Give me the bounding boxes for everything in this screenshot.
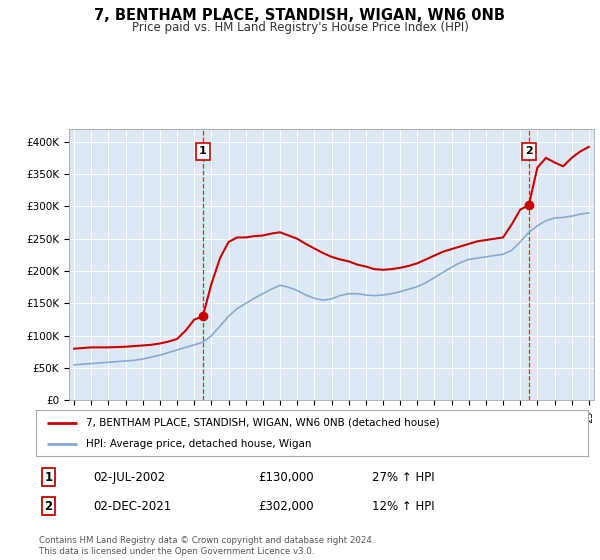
Text: 7, BENTHAM PLACE, STANDISH, WIGAN, WN6 0NB: 7, BENTHAM PLACE, STANDISH, WIGAN, WN6 0… [95,8,505,24]
Text: 7, BENTHAM PLACE, STANDISH, WIGAN, WN6 0NB (detached house): 7, BENTHAM PLACE, STANDISH, WIGAN, WN6 0… [86,418,439,428]
Text: £302,000: £302,000 [258,500,314,513]
Text: 27% ↑ HPI: 27% ↑ HPI [372,470,434,484]
Text: 2: 2 [44,500,53,513]
Text: 2: 2 [525,146,533,156]
Text: 12% ↑ HPI: 12% ↑ HPI [372,500,434,513]
Text: 1: 1 [44,470,53,484]
Text: Contains HM Land Registry data © Crown copyright and database right 2024.
This d: Contains HM Land Registry data © Crown c… [39,536,374,556]
Text: 1: 1 [199,146,206,156]
Text: 02-JUL-2002: 02-JUL-2002 [93,470,165,484]
Text: 02-DEC-2021: 02-DEC-2021 [93,500,171,513]
Text: Price paid vs. HM Land Registry's House Price Index (HPI): Price paid vs. HM Land Registry's House … [131,21,469,34]
Text: HPI: Average price, detached house, Wigan: HPI: Average price, detached house, Wiga… [86,439,311,449]
Text: £130,000: £130,000 [258,470,314,484]
